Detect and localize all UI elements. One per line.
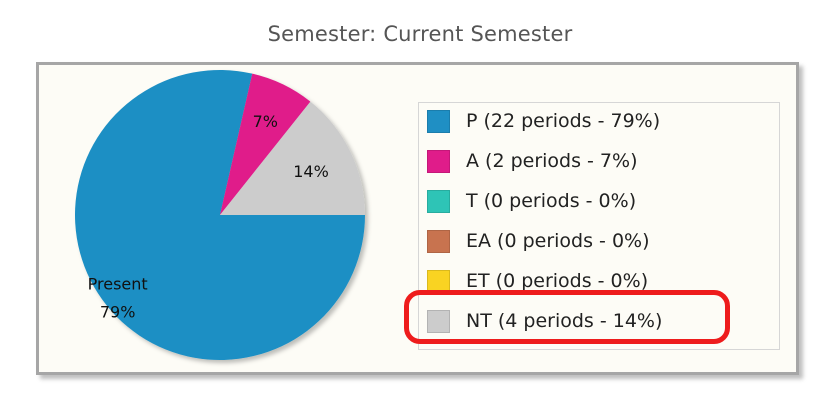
legend-label-et: ET (0 periods - 0%) <box>466 270 649 292</box>
legend-swatch-t <box>427 189 450 213</box>
chart-title: Semester: Current Semester <box>267 22 573 46</box>
pie-pct-nt: 14% <box>293 162 329 181</box>
pie-pct-a: 7% <box>253 112 278 131</box>
pie-label-p: Present <box>88 275 148 294</box>
legend-label-t: T (0 periods - 0%) <box>466 190 637 212</box>
pie-slice-nt <box>220 101 365 215</box>
legend: P (22 periods - 79%) A (2 periods - 7%) … <box>418 102 780 350</box>
legend-label-nt: NT (4 periods - 14%) <box>466 310 663 332</box>
legend-swatch-nt <box>427 309 450 333</box>
legend-item-ea: EA (0 periods - 0%) <box>427 226 650 256</box>
legend-item-a: A (2 periods - 7%) <box>427 146 638 176</box>
legend-item-p: P (22 periods - 79%) <box>427 106 660 136</box>
legend-swatch-p <box>427 109 450 133</box>
legend-item-et: ET (0 periods - 0%) <box>427 266 648 296</box>
highlight-annotation <box>404 290 730 344</box>
legend-item-nt: NT (4 periods - 14%) <box>427 306 662 336</box>
legend-label-p: P (22 periods - 79%) <box>466 110 661 132</box>
pie-slice-a <box>220 73 311 215</box>
legend-label-ea: EA (0 periods - 0%) <box>466 230 650 252</box>
legend-swatch-ea <box>427 229 450 253</box>
legend-label-a: A (2 periods - 7%) <box>466 150 638 172</box>
legend-swatch-a <box>427 149 450 173</box>
legend-item-t: T (0 periods - 0%) <box>427 186 636 216</box>
pie-pct-p: 79% <box>100 303 136 322</box>
